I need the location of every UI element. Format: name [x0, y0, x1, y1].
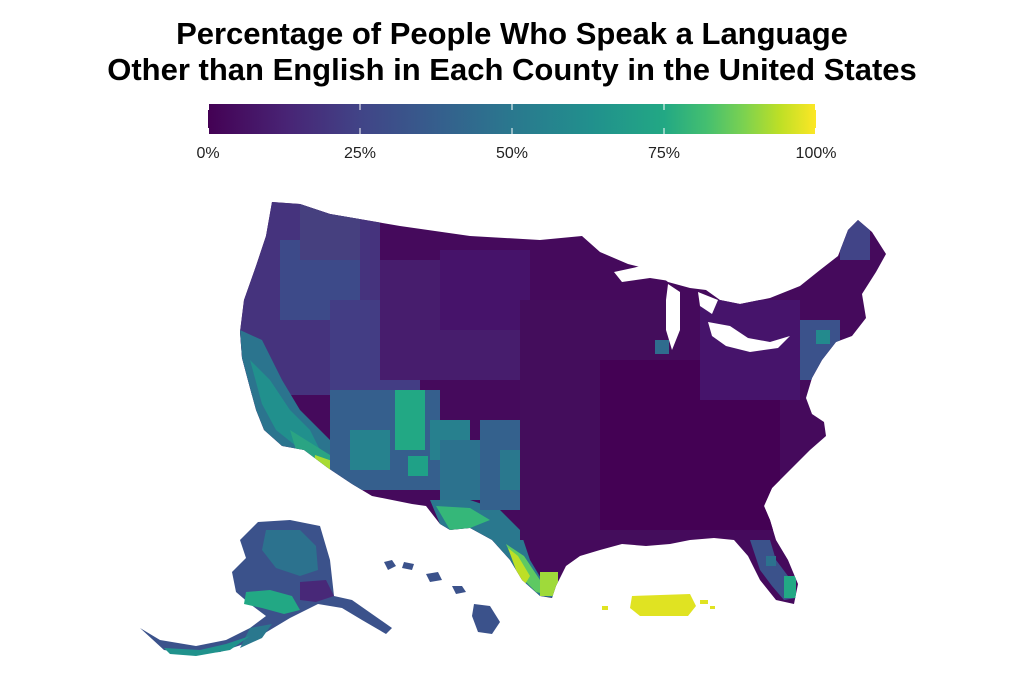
legend-tick-25: 25%: [343, 145, 377, 162]
map-title: Percentage of People Who Speak a Languag…: [0, 16, 1024, 88]
alaska: [140, 520, 392, 656]
legend-color-bar: [208, 104, 816, 134]
contiguous-us: [240, 202, 886, 604]
legend-tick-50: 50%: [495, 145, 529, 162]
legend-tick-75: 75%: [647, 145, 681, 162]
puerto-rico: [602, 594, 715, 616]
title-line-1: Percentage of People Who Speak a Languag…: [176, 16, 848, 51]
legend-tick-0: 0%: [196, 145, 220, 162]
hawaii: [384, 560, 500, 634]
title-line-2: Other than English in Each County in the…: [107, 52, 917, 87]
legend-tick-labels: 0% 25% 50% 75% 100%: [0, 145, 1024, 165]
legend-tick-100: 100%: [795, 145, 837, 162]
color-legend: [208, 104, 816, 134]
